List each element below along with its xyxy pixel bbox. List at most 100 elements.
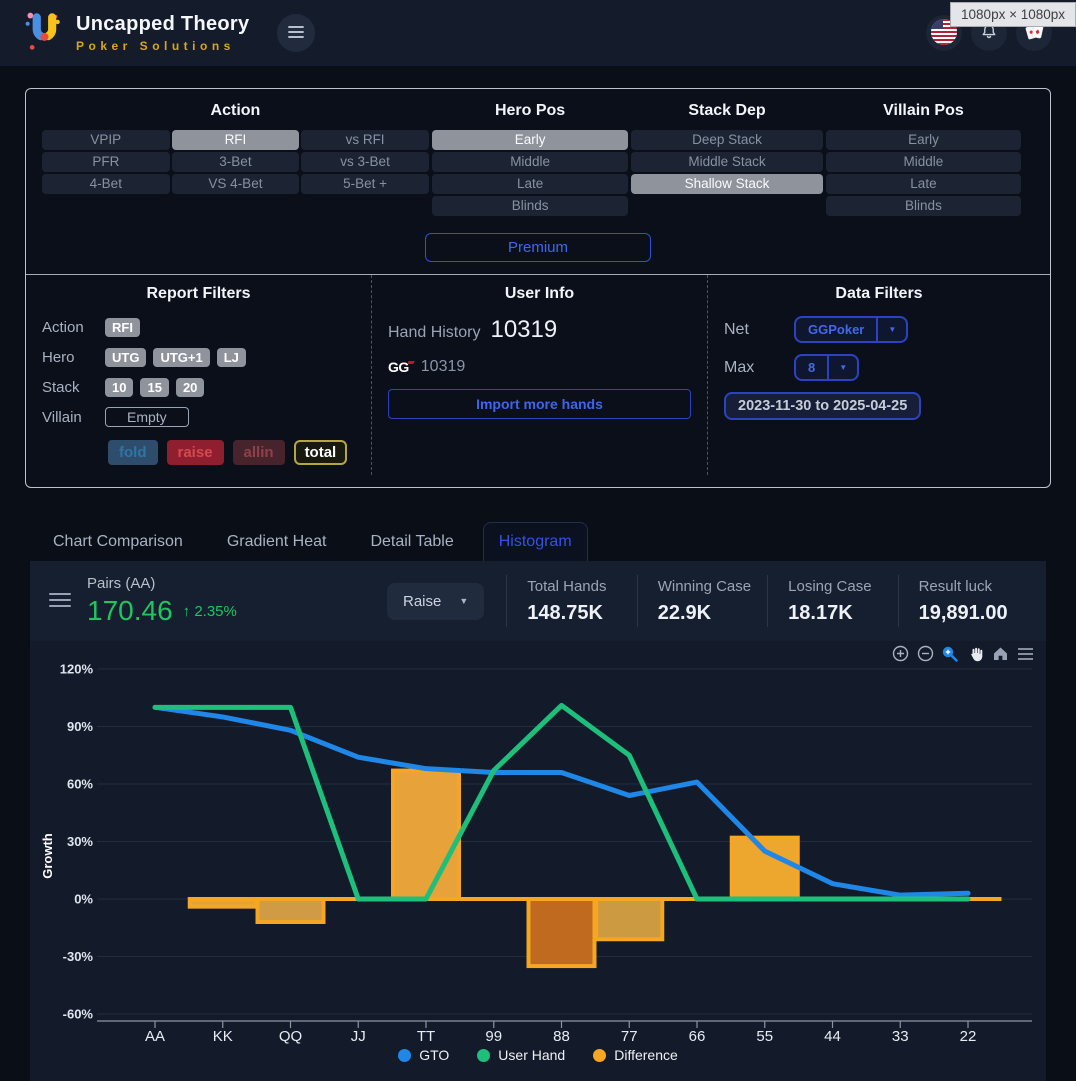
tab-chart-comparison[interactable]: Chart Comparison bbox=[38, 523, 198, 561]
filter-chip-utg-1[interactable]: UTG+1 bbox=[153, 347, 210, 367]
filter-chip-utg[interactable]: UTG bbox=[105, 347, 147, 367]
filter-button-middle-stack[interactable]: Middle Stack bbox=[631, 152, 823, 172]
svg-text:KK: KK bbox=[213, 1028, 233, 1045]
filter-group-villain-pos: Villain Pos Early Middle Late Blinds bbox=[825, 102, 1022, 216]
histogram-chart[interactable]: 120% 90% 60% 30% 0% -30% -60% Growth AA KK QQ JJ TT 9… bbox=[30, 641, 1046, 1046]
brand-title: Uncapped Theory bbox=[76, 13, 250, 35]
action-select[interactable]: Raise ▼ bbox=[387, 582, 485, 620]
svg-text:90%: 90% bbox=[67, 719, 93, 734]
change-percent: 2.35% bbox=[194, 602, 237, 620]
box-zoom-icon bbox=[941, 645, 959, 666]
net-label: Net bbox=[724, 320, 749, 338]
section-divider bbox=[26, 274, 1050, 275]
zoom-out-icon bbox=[917, 645, 934, 665]
report-filter-row: Action RFI bbox=[42, 316, 355, 338]
filter-chip-lj[interactable]: LJ bbox=[216, 347, 246, 367]
pan-button[interactable] bbox=[966, 646, 984, 664]
filter-button-deep-stack[interactable]: Deep Stack bbox=[631, 130, 823, 150]
filter-chip-empty[interactable]: Empty bbox=[105, 407, 189, 427]
import-hands-button[interactable]: Import more hands bbox=[388, 389, 691, 419]
pan-hand-icon bbox=[967, 645, 984, 665]
filter-button-middle[interactable]: Middle bbox=[431, 152, 629, 172]
filter-button-5-bet[interactable]: 5-Bet + bbox=[301, 174, 429, 194]
reset-view-button[interactable] bbox=[991, 646, 1009, 664]
filter-button-late[interactable]: Late bbox=[431, 174, 629, 194]
filter-button-3-bet[interactable]: 3-Bet bbox=[171, 152, 300, 172]
box-zoom-button[interactable] bbox=[941, 646, 959, 664]
report-filter-label: Action bbox=[42, 318, 84, 336]
legend-dot-icon bbox=[477, 1048, 491, 1062]
max-players-select[interactable]: 8 ▼ bbox=[794, 354, 860, 381]
svg-text:JJ: JJ bbox=[351, 1028, 366, 1045]
result-chip-total[interactable]: total bbox=[293, 440, 348, 465]
premium-button[interactable]: Premium bbox=[424, 233, 651, 262]
filter-button-late[interactable]: Late bbox=[825, 174, 1022, 194]
filter-button-pfr[interactable]: PFR bbox=[42, 152, 170, 172]
date-range-button[interactable]: 2023-11-30 to 2025-04-25 bbox=[724, 392, 922, 420]
filter-button-early[interactable]: Early bbox=[431, 130, 629, 150]
zoom-in-button[interactable] bbox=[891, 645, 909, 664]
hamburger-menu-icon bbox=[49, 592, 71, 611]
user-info-section: User Info Hand History 10319 GG 10319 Im… bbox=[371, 275, 708, 475]
result-chips: fold raise allin total bbox=[108, 440, 355, 465]
stat-winning-case: Winning Case 22.9K bbox=[636, 575, 767, 627]
legend-dot-icon bbox=[398, 1048, 412, 1062]
view-tabs: Chart Comparison Gradient Heat Detail Tabl… bbox=[38, 522, 1076, 561]
result-chip-fold[interactable]: fold bbox=[108, 440, 158, 465]
result-chip-allin[interactable]: allin bbox=[232, 440, 285, 465]
filter-chip-20[interactable]: 20 bbox=[175, 377, 205, 397]
svg-text:120%: 120% bbox=[60, 662, 94, 677]
filter-button-4-bet[interactable]: 4-Bet bbox=[42, 174, 170, 194]
user-info-title: User Info bbox=[504, 285, 575, 302]
stat-losing-case: Losing Case 18.17K bbox=[767, 575, 897, 627]
svg-text:88: 88 bbox=[553, 1028, 570, 1045]
svg-text:22: 22 bbox=[960, 1028, 977, 1045]
stat-value: 18.17K bbox=[788, 601, 853, 624]
data-filters-section: Data Filters Net GGPoker ▼ Max 8 ▼ 2023-… bbox=[708, 275, 1050, 475]
filter-button-vs-rfi[interactable]: vs RFI bbox=[301, 130, 429, 150]
zoom-out-button[interactable] bbox=[916, 645, 934, 665]
report-filter-row: Villain Empty bbox=[42, 406, 355, 428]
tab-histogram[interactable]: Histogram bbox=[482, 522, 588, 561]
chart-menu-icon bbox=[1017, 647, 1034, 664]
chart-legend: GTO User Hand Difference bbox=[30, 1047, 1046, 1063]
report-filter-label: Villain bbox=[42, 408, 82, 426]
svg-text:-30%: -30% bbox=[63, 949, 94, 964]
legend-item-user-hand: User Hand bbox=[477, 1047, 565, 1063]
network-select[interactable]: GGPoker ▼ bbox=[794, 316, 909, 343]
filter-button-middle[interactable]: Middle bbox=[825, 152, 1022, 172]
size-tooltip: 1080px × 1080px bbox=[950, 2, 1076, 27]
tab-detail-table[interactable]: Detail Table bbox=[355, 523, 468, 561]
filter-button-vs-4-bet[interactable]: VS 4-Bet bbox=[171, 174, 300, 194]
filter-button-blinds[interactable]: Blinds bbox=[431, 196, 629, 216]
filter-panel: Action VPIP RFI vs RFI PFR 3-Bet vs 3-Bet 4-Bet… bbox=[25, 88, 1051, 488]
filter-chip-rfi[interactable]: RFI bbox=[105, 317, 140, 337]
filter-button-blinds[interactable]: Blinds bbox=[825, 196, 1022, 216]
stats-bar: Pairs (AA) 170.46 ↑ 2.35% Raise ▼ Total … bbox=[30, 561, 1046, 641]
filter-group-stack-dep: Stack Dep Deep Stack Middle Stack Shallow S… bbox=[631, 102, 823, 216]
legend-item-gto: GTO bbox=[398, 1047, 449, 1063]
tab-gradient-heat[interactable]: Gradient Heat bbox=[212, 523, 342, 561]
report-filter-label: Stack bbox=[42, 378, 80, 396]
result-chip-raise[interactable]: raise bbox=[166, 440, 224, 465]
filter-chip-15[interactable]: 15 bbox=[140, 377, 169, 397]
filter-button-early[interactable]: Early bbox=[825, 130, 1022, 150]
svg-text:QQ: QQ bbox=[279, 1028, 302, 1045]
svg-text:30%: 30% bbox=[67, 834, 93, 849]
filter-button-vs-3-bet[interactable]: vs 3-Bet bbox=[301, 152, 429, 172]
filter-button-rfi[interactable]: RFI bbox=[171, 130, 300, 150]
menu-button[interactable] bbox=[277, 14, 316, 52]
chart-settings-button[interactable] bbox=[48, 591, 72, 611]
filter-button-shallow-stack[interactable]: Shallow Stack bbox=[631, 174, 823, 194]
report-filters-section: Report Filters Action RFI Hero UTG UTG+1 LJ St… bbox=[26, 275, 371, 475]
filter-chip-10[interactable]: 10 bbox=[105, 377, 134, 397]
hand-history-label: Hand History bbox=[388, 324, 481, 341]
stat-total-hands: Total Hands 148.75K bbox=[506, 575, 636, 627]
filter-group-title: Hero Pos bbox=[494, 102, 566, 119]
chart-toolbar bbox=[891, 645, 1034, 665]
filter-button-vpip[interactable]: VPIP bbox=[42, 130, 170, 150]
max-label: Max bbox=[724, 358, 755, 376]
chevron-down-icon: ▼ bbox=[876, 318, 906, 341]
chart-menu-button[interactable] bbox=[1016, 646, 1034, 664]
us-flag-icon bbox=[931, 18, 957, 48]
